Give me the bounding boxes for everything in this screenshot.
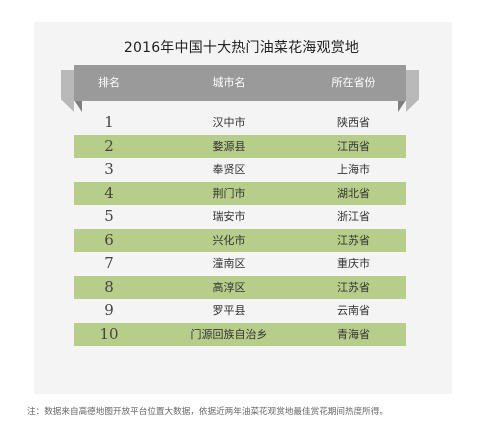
- data-source-footnote: 注：数据来自高德地图开放平台位置大数据，依据近两年油菜花观赏地最佳赏花期间热度所…: [27, 407, 388, 417]
- city-name: 婺源县: [212, 139, 246, 153]
- table-header: 排名 城市名 所在省份: [74, 65, 406, 101]
- city-name: 汉中市: [212, 116, 246, 129]
- rank-number: 5: [104, 207, 114, 225]
- header-ribbon-right-fold: [398, 100, 406, 112]
- city-name: 荆门市: [212, 186, 246, 200]
- table-row: 6 兴化市 江苏省: [74, 228, 406, 252]
- province-name: 云南省: [337, 304, 370, 317]
- city-name: 潼南区: [212, 257, 246, 270]
- city-name: 罗平县: [212, 304, 246, 317]
- rank-number: 8: [104, 277, 114, 296]
- city-name: 高淳区: [212, 280, 246, 294]
- header-ribbon-left-wing: [61, 70, 74, 112]
- table-row: 8 高淳区 江苏省: [74, 275, 406, 299]
- table-row: 3 奉贤区 上海市: [74, 158, 406, 182]
- province-name: 江苏省: [337, 233, 370, 247]
- infographic-title: 2016年中国十大热门油菜花海观赏地: [123, 40, 360, 56]
- table-row: 4 荆门市 湖北省: [74, 181, 406, 205]
- rank-number: 1: [104, 113, 114, 131]
- ranking-table: 1 汉中市 陕西省 2 婺源县 江西省 3 奉贤区 上海市 4 荆门市 湖北省 …: [74, 111, 406, 346]
- rank-number: 7: [104, 254, 114, 272]
- table-row: 2 婺源县 江西省: [74, 134, 406, 158]
- province-name: 陕西省: [337, 116, 370, 129]
- header-city: 城市名: [212, 76, 246, 89]
- city-name: 门源回族自治乡: [190, 327, 268, 341]
- rank-number: 2: [104, 136, 114, 155]
- rank-number: 6: [104, 230, 114, 249]
- province-name: 重庆市: [337, 257, 370, 270]
- province-name: 青海省: [337, 327, 370, 341]
- table-row: 7 潼南区 重庆市: [74, 252, 406, 276]
- table-row: 5 瑞安市 浙江省: [74, 205, 406, 229]
- province-name: 上海市: [337, 163, 370, 176]
- province-name: 江西省: [337, 139, 370, 153]
- header-ribbon-right-wing: [406, 70, 419, 112]
- rank-number: 9: [104, 301, 114, 319]
- table-row: 10 门源回族自治乡 青海省: [74, 322, 406, 346]
- city-name: 兴化市: [212, 233, 246, 247]
- header-rank: 排名: [98, 76, 120, 89]
- city-name: 瑞安市: [212, 210, 246, 223]
- rank-number: 10: [99, 324, 119, 343]
- city-name: 奉贤区: [212, 163, 246, 176]
- header-province: 所在省份: [331, 76, 376, 89]
- rank-number: 3: [104, 160, 114, 178]
- table-row: 9 罗平县 云南省: [74, 299, 406, 323]
- province-name: 湖北省: [337, 186, 370, 200]
- header-ribbon-left-fold: [74, 100, 82, 112]
- province-name: 浙江省: [337, 210, 370, 223]
- rank-number: 4: [104, 183, 114, 202]
- province-name: 江苏省: [337, 280, 370, 294]
- table-row: 1 汉中市 陕西省: [74, 111, 406, 135]
